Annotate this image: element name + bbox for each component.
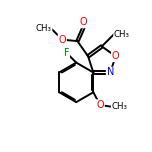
Text: CH₃: CH₃ [36, 24, 52, 33]
Text: O: O [96, 100, 104, 110]
Text: CH₃: CH₃ [112, 102, 128, 111]
Text: N: N [107, 67, 114, 78]
Text: O: O [112, 51, 119, 61]
Text: O: O [80, 17, 87, 28]
Text: CH₃: CH₃ [114, 30, 130, 39]
Text: O: O [59, 35, 66, 45]
Text: F: F [64, 48, 69, 58]
